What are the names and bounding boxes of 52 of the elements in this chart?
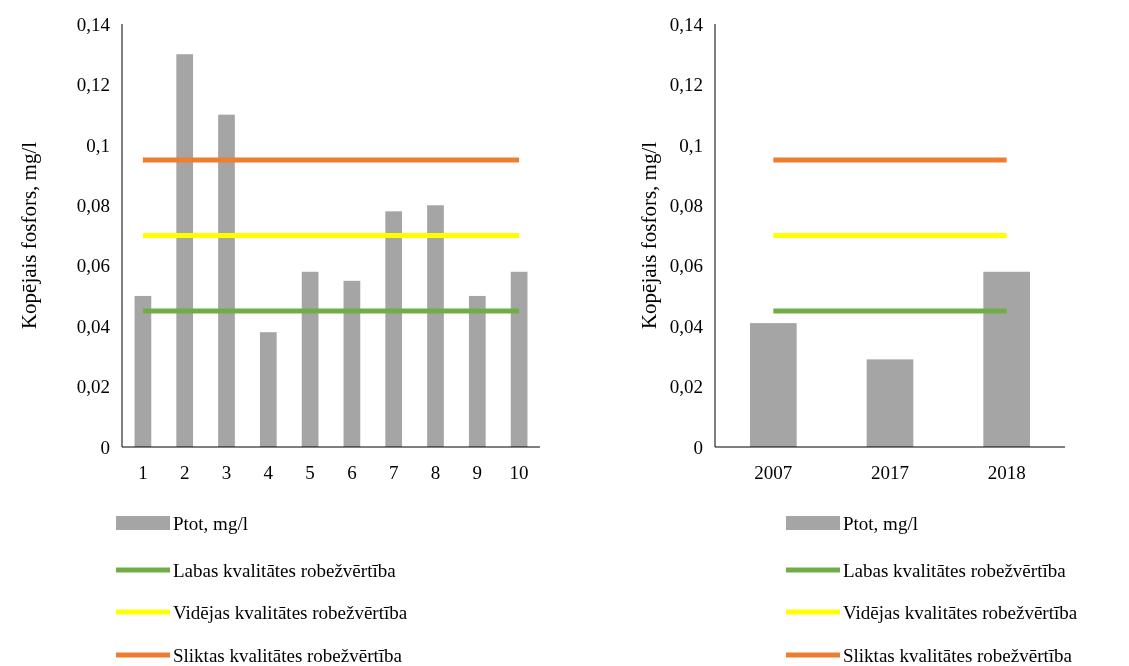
legend-label: Ptot, mg/l bbox=[173, 512, 248, 534]
legend-label: Labas kvalitātes robežvērtība bbox=[843, 559, 1067, 581]
y-tick-label: 0,08 bbox=[669, 194, 703, 216]
bar bbox=[259, 332, 277, 447]
y-tick-label: 0,1 bbox=[86, 134, 110, 156]
bar bbox=[343, 280, 361, 447]
y-tick-label: 0,14 bbox=[76, 13, 111, 35]
y-tick-label: 0 bbox=[100, 436, 110, 458]
x-tick-label: 2007 bbox=[754, 462, 793, 483]
y-tick-label: 0,06 bbox=[669, 255, 703, 277]
y-tick-label: 0,14 bbox=[669, 13, 704, 35]
bar bbox=[427, 205, 444, 447]
x-tick-label: 10 bbox=[509, 462, 529, 483]
y-tick-label: 0,02 bbox=[76, 376, 110, 398]
y-axis-title: Kopējais fosfors, mg/l bbox=[17, 141, 41, 330]
x-tick-label: 2017 bbox=[871, 462, 909, 483]
bar bbox=[510, 271, 528, 447]
legend-label: Ptot, mg/l bbox=[843, 512, 918, 534]
bar bbox=[218, 114, 235, 447]
y-tick-label: 0,04 bbox=[669, 315, 704, 337]
bar bbox=[301, 271, 319, 447]
x-tick-label: 6 bbox=[347, 462, 357, 483]
x-tick-label: 2018 bbox=[987, 462, 1026, 483]
y-tick-label: 0,04 bbox=[76, 315, 111, 337]
x-tick-label: 1 bbox=[138, 462, 148, 483]
bar bbox=[866, 359, 914, 447]
legend-label: Vidējas kvalitātes robežvērtība bbox=[843, 601, 1078, 623]
x-tick-label: 9 bbox=[472, 462, 483, 483]
x-tick-label: 3 bbox=[221, 462, 232, 483]
bar bbox=[385, 211, 403, 447]
y-tick-label: 0,06 bbox=[76, 255, 110, 277]
legend-label: Vidējas kvalitātes robežvērtība bbox=[173, 601, 408, 623]
x-tick-label: 7 bbox=[388, 462, 399, 483]
y-tick-label: 0,12 bbox=[76, 74, 110, 96]
y-axis-title: Kopējais fosfors, mg/l bbox=[637, 141, 661, 330]
bar bbox=[468, 295, 486, 447]
y-tick-label: 0,12 bbox=[669, 74, 703, 96]
bar bbox=[134, 295, 152, 447]
x-tick-label: 2 bbox=[179, 462, 190, 483]
y-tick-label: 0,1 bbox=[679, 134, 703, 156]
x-tick-label: 8 bbox=[430, 462, 441, 483]
x-tick-label: 4 bbox=[263, 462, 274, 483]
legend-label: Labas kvalitātes robežvērtība bbox=[173, 559, 397, 581]
y-tick-label: 0,02 bbox=[669, 376, 703, 398]
bar bbox=[750, 323, 797, 447]
legend-label: Sliktas kvalitātes robežvērtība bbox=[843, 644, 1073, 666]
bar bbox=[176, 54, 194, 447]
y-tick-label: 0 bbox=[693, 436, 703, 458]
bar bbox=[983, 271, 1030, 447]
x-tick-label: 5 bbox=[305, 462, 315, 483]
legend-label: Sliktas kvalitātes robežvērtība bbox=[173, 644, 403, 666]
y-tick-label: 0,08 bbox=[76, 194, 110, 216]
